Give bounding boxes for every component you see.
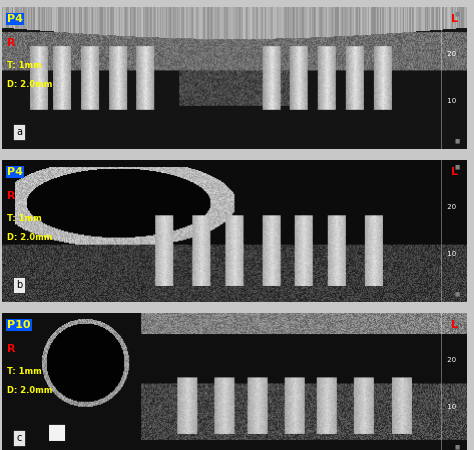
Text: a: a <box>16 127 22 137</box>
Text: P4: P4 <box>7 14 23 24</box>
Text: T: 1mm: T: 1mm <box>7 61 42 70</box>
Text: D: 2.0mm: D: 2.0mm <box>7 234 53 243</box>
Text: b: b <box>16 280 23 290</box>
Text: R: R <box>7 38 16 48</box>
Text: T: 1mm: T: 1mm <box>7 214 42 223</box>
Text: L: L <box>451 167 457 177</box>
Text: 10: 10 <box>445 404 456 410</box>
Text: 20: 20 <box>445 51 456 57</box>
Text: c: c <box>16 433 22 443</box>
Text: 20: 20 <box>445 204 456 210</box>
Text: D: 2.0mm: D: 2.0mm <box>7 387 53 396</box>
Text: R: R <box>7 191 16 201</box>
Text: 10: 10 <box>445 251 456 257</box>
Text: L: L <box>451 14 457 24</box>
Text: ■: ■ <box>455 11 460 16</box>
Text: P10: P10 <box>7 320 30 330</box>
Text: T: 1mm: T: 1mm <box>7 367 42 376</box>
Text: ■: ■ <box>455 139 460 144</box>
Text: L: L <box>451 320 457 330</box>
Text: P4: P4 <box>7 167 23 177</box>
Text: R: R <box>7 344 16 354</box>
Text: 20: 20 <box>445 357 456 363</box>
Text: ■: ■ <box>455 292 460 297</box>
Text: 10: 10 <box>445 98 456 104</box>
Text: ■: ■ <box>455 445 460 450</box>
Text: ■: ■ <box>455 317 460 322</box>
Text: D: 2.0mm: D: 2.0mm <box>7 81 53 90</box>
Text: ■: ■ <box>455 164 460 169</box>
